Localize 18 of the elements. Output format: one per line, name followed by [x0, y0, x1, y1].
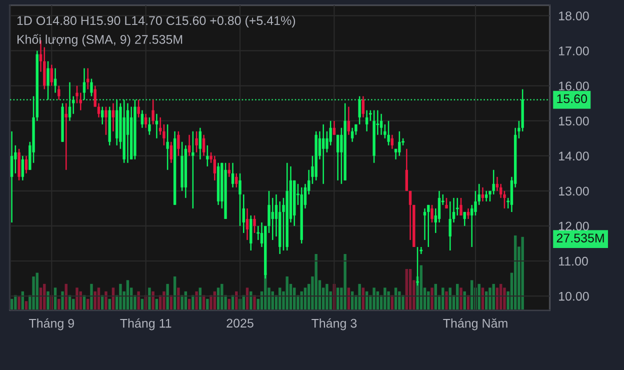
y-tick-label: 11.00	[559, 256, 588, 266]
ref-line-label: 15.60	[557, 94, 588, 104]
x-tick-label: Tháng 3	[312, 318, 357, 330]
y-tick-label: 12.00	[559, 222, 589, 231]
y-tick-label: 15.00	[559, 116, 589, 126]
y-tick-label: 14.00	[559, 152, 589, 161]
x-tick-label: Tháng 11	[120, 318, 172, 330]
x-tick-label: Tháng 9	[28, 318, 74, 330]
text: 27.535M	[556, 234, 604, 242]
y-tick-label: 16.00	[559, 82, 589, 90]
x-tick-label: Tháng Năm	[443, 318, 508, 330]
y-tick-label: 13.00	[559, 186, 589, 196]
annotation: Khối lượng (SMA, 9) 27.535M	[17, 34, 182, 46]
y-tick-label: 17.00	[559, 46, 589, 56]
annotation: 1D O14.80 H15.90 L14.70 C15.60 +0.80 (+5.41%)	[17, 16, 296, 28]
y-tick-label: 10.00	[559, 292, 589, 301]
y-tick-label: 18.00	[559, 11, 589, 20]
x-tick-label: 2025	[226, 318, 254, 328]
